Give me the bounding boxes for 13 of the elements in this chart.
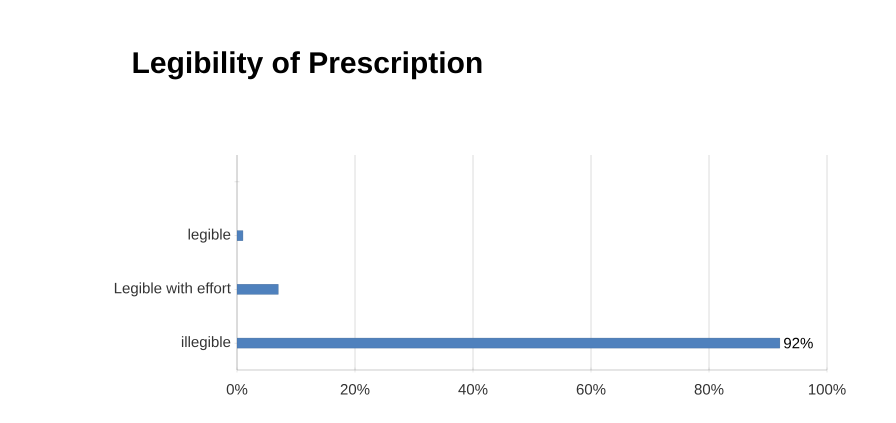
chart-title: Legibility of Prescription: [134, 51, 482, 80]
x-tick-label: 80%: [694, 384, 724, 395]
y-tick-label: Legible with effort: [114, 282, 231, 296]
x-tick-label: 0%: [226, 384, 248, 395]
y-tick-label: legible: [188, 228, 230, 243]
x-tick-label: 60%: [576, 384, 606, 395]
data-label: 92%: [784, 338, 813, 348]
y-tick-label: illegible: [182, 336, 230, 350]
bar: [237, 284, 279, 295]
bar: [237, 338, 780, 348]
x-tick-label: 100%: [808, 384, 846, 395]
x-tick-label: 20%: [340, 384, 370, 395]
x-tick-label: 40%: [458, 384, 488, 395]
